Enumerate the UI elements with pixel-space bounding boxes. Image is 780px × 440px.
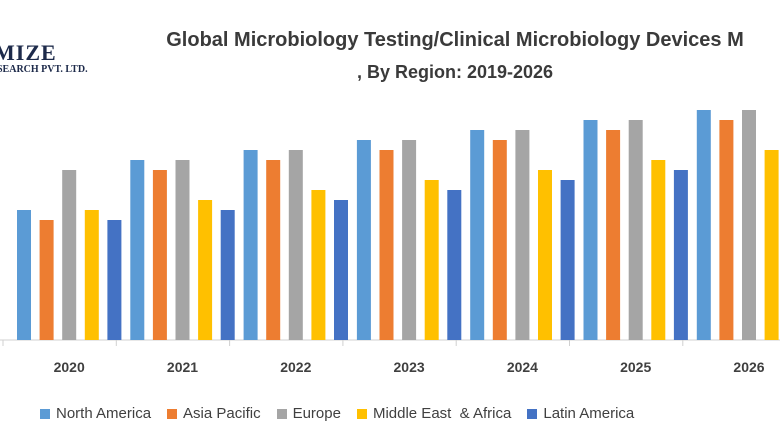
- legend-item: Middle East & Africa: [356, 405, 512, 422]
- legend-label: Middle East & Africa: [372, 405, 512, 422]
- legend-label: Asia Pacific: [183, 405, 261, 422]
- bar-2024-europe: [515, 130, 530, 340]
- bar-2020-middle-east-africa: [84, 210, 99, 340]
- x-tick-label: 2026: [733, 359, 764, 375]
- chart-legend: North America Asia Pacific Europe Middle Ea…: [40, 405, 634, 422]
- x-tick-label: 2022: [280, 359, 311, 375]
- legend-item: Europe: [276, 405, 341, 422]
- legend-swatch: [167, 408, 178, 419]
- bar-2021-asia-pacific: [152, 170, 167, 340]
- x-tick-label: 2021: [167, 359, 198, 375]
- legend-swatch: [40, 408, 50, 419]
- bar-2025-north-america: [583, 120, 598, 340]
- bar-2022-middle-east-africa: [311, 190, 326, 340]
- bar-2021-north-america: [130, 160, 145, 340]
- bar-2023-latin-america: [447, 190, 462, 340]
- bar-2025-asia-pacific: [606, 130, 621, 340]
- bar-2025-latin-america: [673, 170, 688, 340]
- chart-title-line1: Global Microbiology Testing/Clinical Mic…: [166, 29, 744, 51]
- legend-label: North America: [56, 405, 152, 422]
- x-tick-label: 2020: [54, 359, 85, 375]
- legend-swatch: [527, 408, 538, 419]
- bar-2023-europe: [402, 140, 417, 340]
- bar-2026-north-america: [696, 110, 711, 340]
- bar-2024-asia-pacific: [492, 140, 507, 340]
- bar-2026-asia-pacific: [719, 120, 734, 340]
- bar-2025-europe: [628, 120, 643, 340]
- x-tick-label: 2023: [394, 359, 425, 375]
- legend-item: Asia Pacific: [167, 405, 261, 422]
- bar-2023-middle-east-africa: [424, 180, 439, 340]
- bar-2023-north-america: [356, 140, 371, 340]
- legend-swatch: [356, 408, 367, 419]
- chart-title: Global Microbiology Testing/Clinical Mic…: [105, 24, 780, 88]
- bar-2020-europe: [62, 170, 77, 340]
- x-tick-label: 2025: [620, 359, 651, 375]
- bar-2023-asia-pacific: [379, 150, 394, 340]
- bar-2022-asia-pacific: [266, 160, 281, 340]
- bar-2021-latin-america: [220, 210, 235, 340]
- bar-2020-latin-america: [107, 220, 122, 340]
- legend-item: Latin America: [527, 405, 634, 422]
- bar-2020-asia-pacific: [39, 220, 54, 340]
- bar-2026-europe: [742, 110, 756, 340]
- legend-label: Latin America: [543, 405, 635, 422]
- legend-swatch: [276, 408, 287, 419]
- bar-2024-latin-america: [560, 180, 575, 340]
- company-logo: MIZE SEARCH PVT. LTD.: [0, 42, 110, 76]
- x-tick-label: 2024: [507, 359, 538, 375]
- bar-2021-middle-east-africa: [198, 200, 213, 340]
- bar-2022-europe: [288, 150, 303, 340]
- bar-2021-europe: [175, 160, 190, 340]
- logo-subtitle: SEARCH PVT. LTD.: [0, 64, 88, 75]
- chart-title-line2: , By Region: 2019-2026: [356, 62, 554, 82]
- legend-item: North America: [40, 405, 151, 422]
- logo-wordmark: MIZE: [0, 40, 57, 65]
- legend-label: Europe: [292, 405, 341, 422]
- bar-2024-middle-east-africa: [538, 170, 552, 340]
- bar-2024-north-america: [470, 130, 485, 340]
- bar-2026-middle-east-africa: [764, 150, 779, 340]
- bar-2025-middle-east-africa: [651, 160, 666, 340]
- bar-2020-north-america: [17, 210, 31, 340]
- bar-2022-latin-america: [334, 200, 348, 340]
- bar-2022-north-america: [243, 150, 258, 340]
